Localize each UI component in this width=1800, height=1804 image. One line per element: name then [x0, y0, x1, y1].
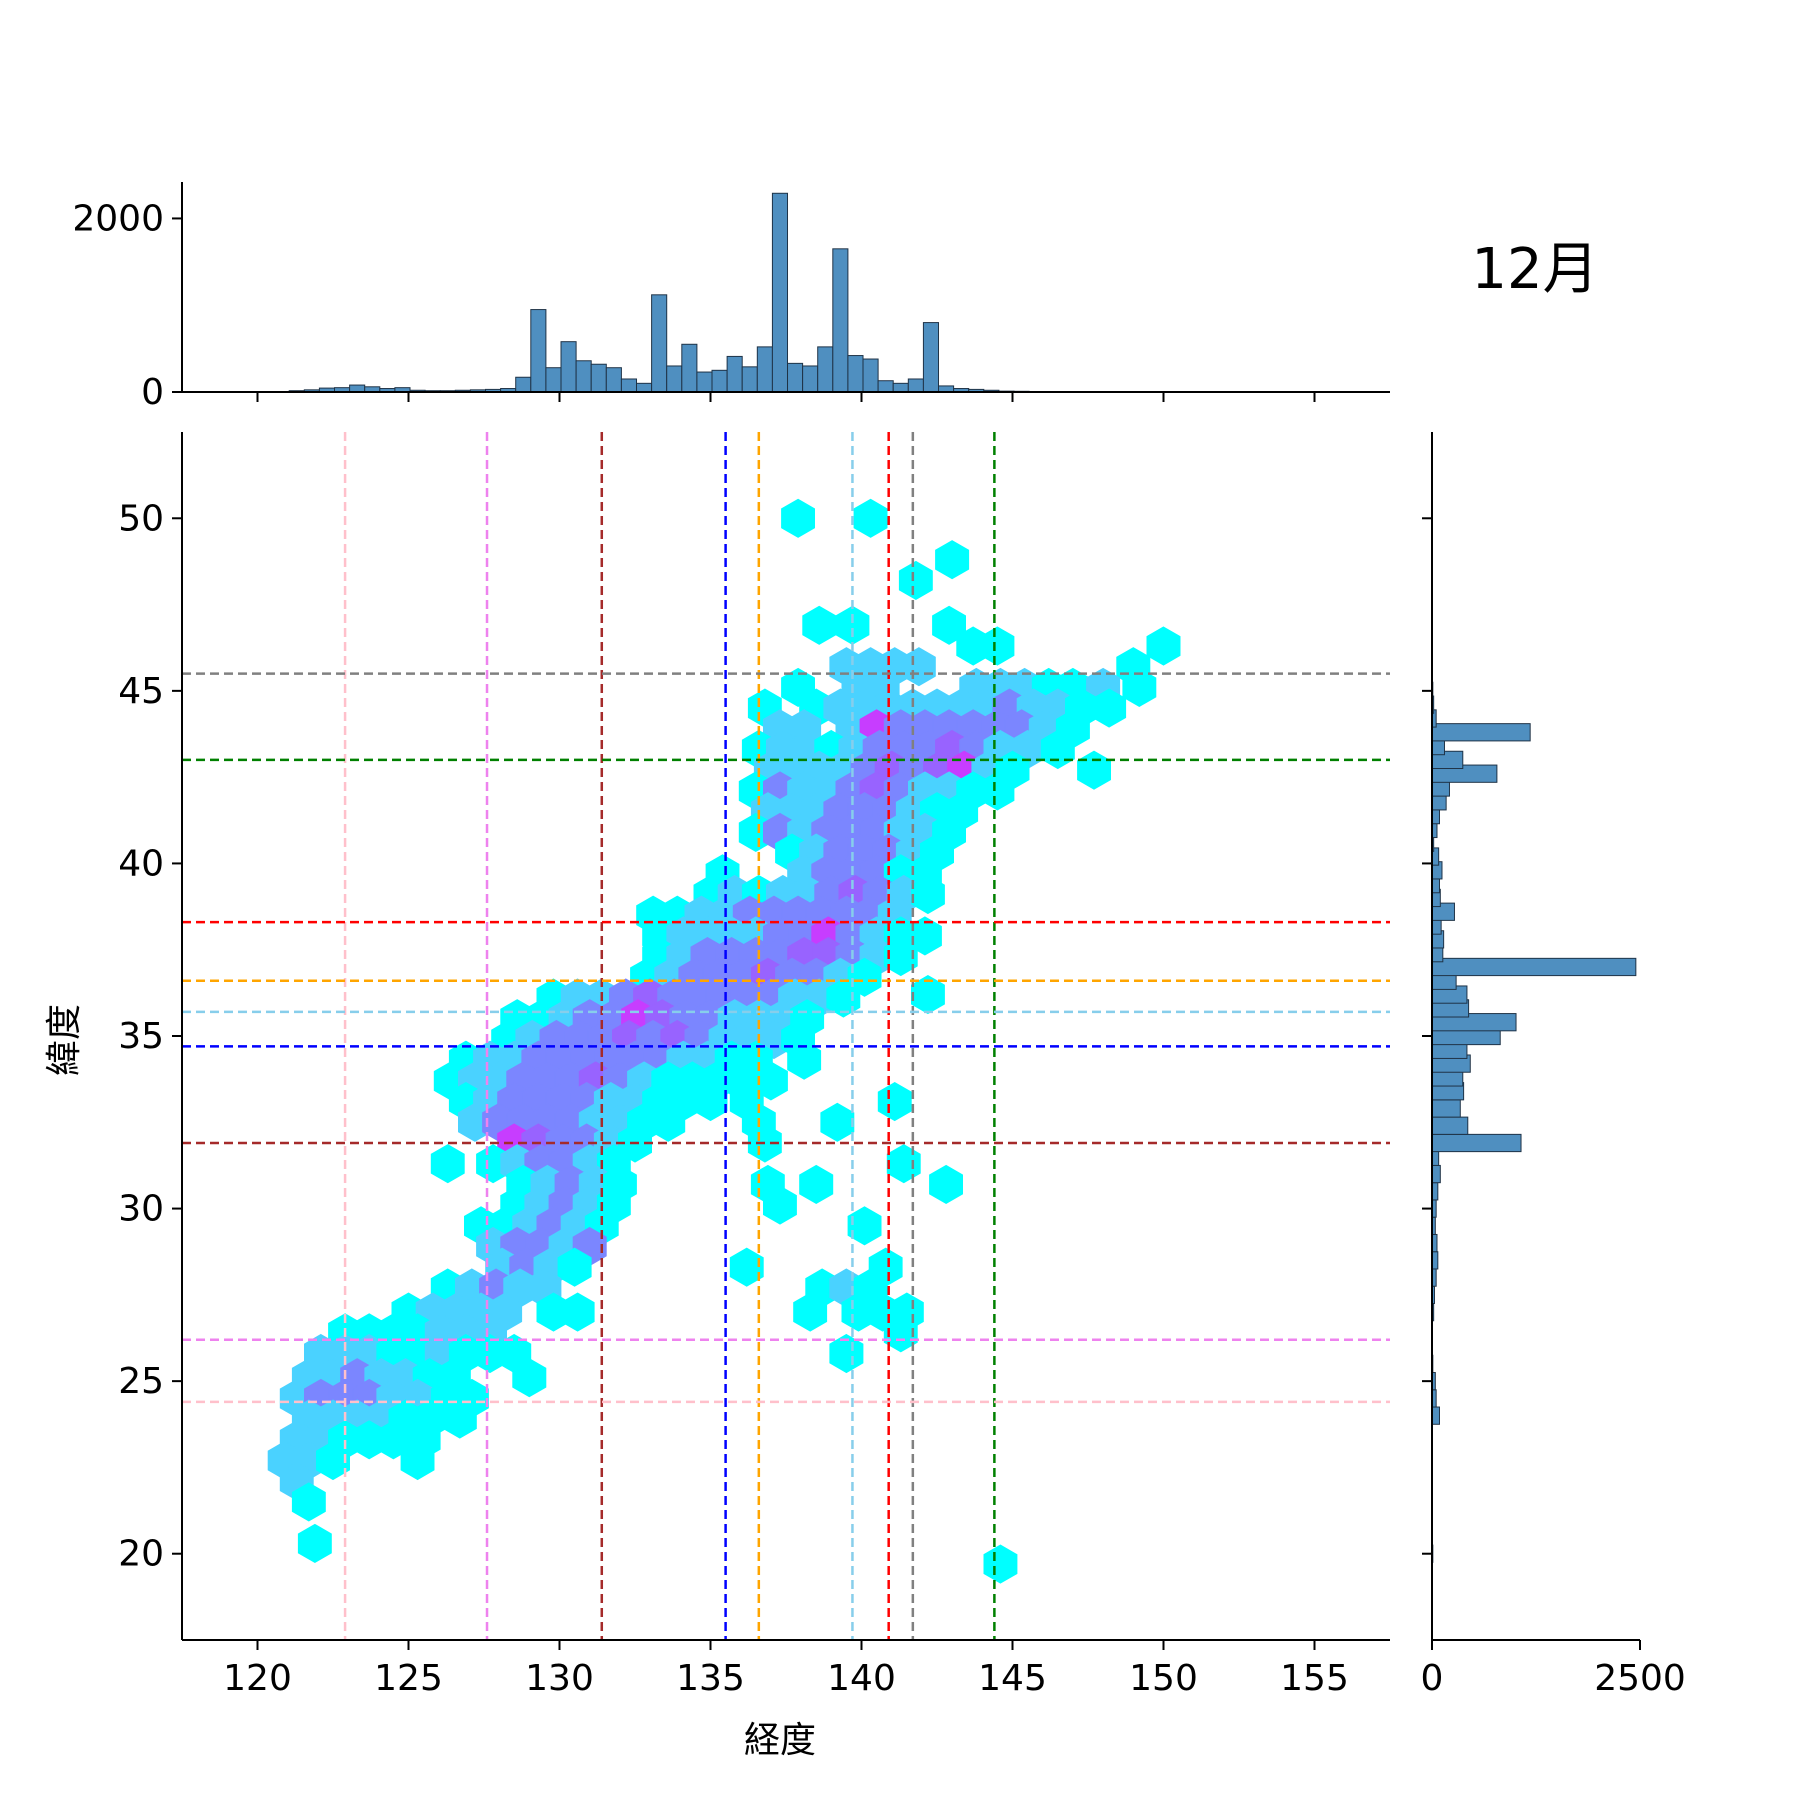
top-hist-bar: [923, 323, 938, 392]
top-hist-bar: [893, 383, 908, 392]
top-hist-bar: [682, 344, 697, 392]
y-tick-label: 25: [118, 1361, 164, 1402]
top-hist-y-tick-label: 2000: [72, 198, 164, 239]
right-hist-bar: [1432, 1100, 1460, 1117]
hexbin-cell: [854, 499, 887, 537]
top-hist-bar: [561, 342, 576, 392]
x-tick-label: 155: [1280, 1658, 1349, 1699]
x-tick-label: 140: [827, 1658, 896, 1699]
top-hist-bar: [727, 356, 742, 392]
right-hist-bar: [1432, 958, 1636, 975]
top-hist-bar: [621, 379, 636, 392]
hexbin-cell: [902, 648, 935, 686]
hexbin-cell: [836, 606, 869, 644]
hexbin-cell: [1147, 627, 1180, 665]
top-hist-bar: [667, 366, 682, 392]
hexbin-cell: [431, 1145, 464, 1183]
hexbin-cell: [561, 1293, 594, 1331]
hexbin-cell: [1078, 751, 1111, 789]
top-hist-bar: [878, 381, 893, 392]
y-tick-label: 30: [118, 1189, 164, 1230]
right-hist-bar: [1432, 1117, 1468, 1134]
y-tick-label: 35: [118, 1016, 164, 1057]
top-hist-bar: [591, 364, 606, 392]
hexbin-cell: [887, 1145, 920, 1183]
x-tick-label: 135: [676, 1658, 745, 1699]
top-hist-bar: [697, 372, 712, 392]
top-hist-bar: [863, 359, 878, 392]
hexbin-cell: [930, 1165, 963, 1203]
y-tick-label: 50: [118, 498, 164, 539]
hexbin-cell: [899, 561, 932, 599]
x-tick-label: 120: [223, 1658, 292, 1699]
hexbin-cell: [848, 1207, 881, 1245]
top-hist-bar: [350, 385, 365, 392]
hexbin-cell: [821, 1103, 854, 1141]
top-hist-bar: [742, 367, 757, 392]
hexbin-cell: [800, 1165, 833, 1203]
top-hist-bar: [546, 368, 561, 392]
top-hist-bar: [848, 356, 863, 392]
hexbin-layer: [268, 499, 1180, 1583]
x-tick-label: 145: [978, 1658, 1047, 1699]
right-hist-x-tick-label: 2500: [1594, 1658, 1686, 1699]
main-hexbin-panel: 120 125 130 135 140 145 150 155 20 25 30 35 40 45 50: [118, 432, 1390, 1699]
hexbin-cell: [782, 499, 815, 537]
right-hist-bar: [1432, 724, 1530, 741]
right-marginal-histogram: 0 2500: [1421, 432, 1686, 1699]
top-hist-bar: [516, 377, 531, 392]
chart-title: 12月: [1471, 237, 1598, 302]
x-tick-label: 130: [525, 1658, 594, 1699]
y-axis-label: 緯度: [44, 1004, 85, 1076]
hexbin-cell: [298, 1524, 331, 1562]
hexbin-cell: [981, 627, 1014, 665]
top-marginal-histogram: 0 2000: [72, 182, 1390, 413]
y-tick-label: 20: [118, 1534, 164, 1575]
x-tick-label: 125: [374, 1658, 443, 1699]
x-tick-label: 150: [1129, 1658, 1198, 1699]
top-hist-bar: [652, 295, 667, 392]
x-axis-label: 経度: [744, 1720, 816, 1761]
top-hist-bar: [606, 368, 621, 392]
top-hist-bar: [908, 379, 923, 392]
top-hist-bar: [788, 363, 803, 392]
top-hist-bar: [833, 249, 848, 392]
right-hist-bar: [1432, 1134, 1521, 1151]
top-hist-bar: [757, 347, 772, 392]
right-hist-bar: [1432, 1165, 1440, 1182]
hexbin-cell: [984, 1545, 1017, 1583]
right-hist-x-tick-label: 0: [1421, 1658, 1444, 1699]
right-hist-bar: [1432, 1407, 1439, 1424]
y-tick-label: 45: [118, 671, 164, 712]
top-hist-bar: [576, 361, 591, 392]
top-hist-bar: [637, 383, 652, 392]
top-hist-y-tick-label: 0: [141, 372, 164, 413]
top-hist-bar: [818, 347, 833, 392]
top-hist-bar: [772, 193, 787, 392]
top-hist-bar: [712, 370, 727, 392]
hexbin-cell: [936, 541, 969, 579]
hexbin-cell: [878, 1083, 911, 1121]
hexbin-cell: [803, 606, 836, 644]
y-tick-label: 40: [118, 843, 164, 884]
top-hist-bar: [531, 310, 546, 392]
top-hist-bar: [803, 366, 818, 392]
